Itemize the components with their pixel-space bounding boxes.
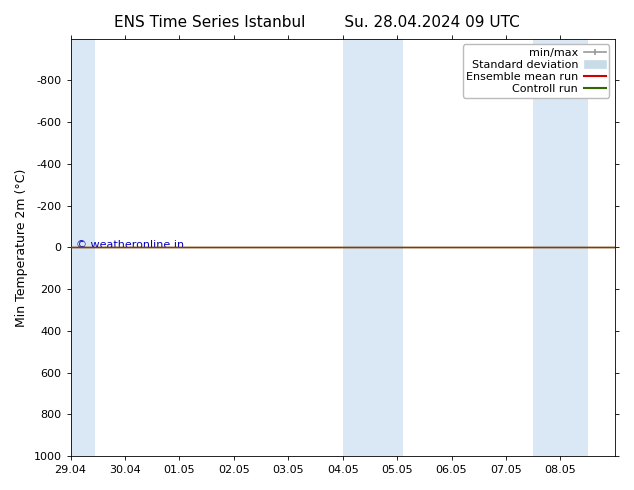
Bar (533, 39, 588, 456)
Bar (343, 39, 403, 456)
Text: ENS Time Series Istanbul        Su. 28.04.2024 09 UTC: ENS Time Series Istanbul Su. 28.04.2024 … (114, 15, 520, 30)
Bar (70, 39, 95, 456)
Legend: min/max, Standard deviation, Ensemble mean run, Controll run: min/max, Standard deviation, Ensemble me… (463, 44, 609, 98)
Text: © weatheronline.in: © weatheronline.in (76, 240, 184, 250)
Y-axis label: Min Temperature 2m (°C): Min Temperature 2m (°C) (15, 168, 28, 326)
